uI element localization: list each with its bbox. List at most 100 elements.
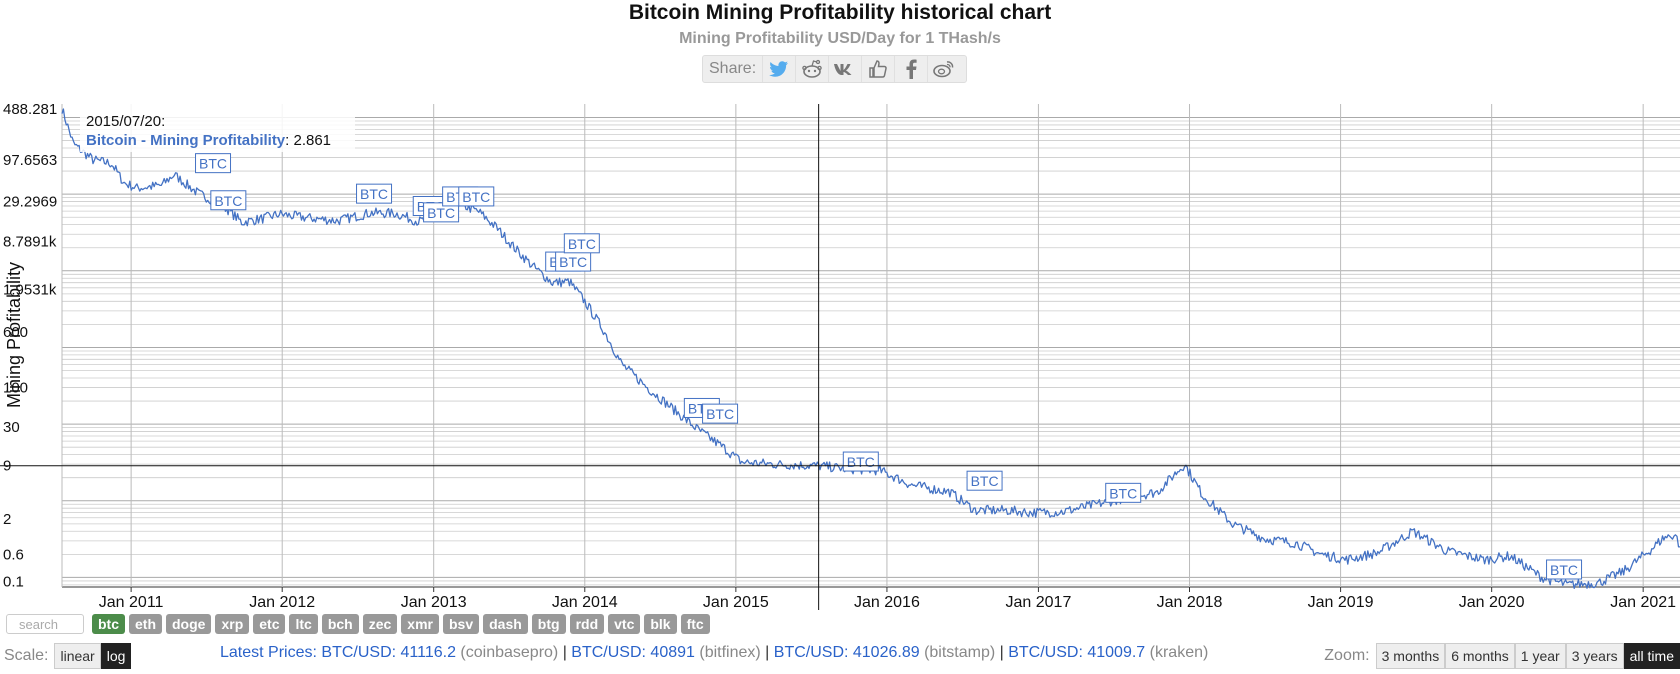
annotation-label: BTC [360, 186, 388, 202]
annotation-flag [210, 190, 247, 211]
coin-doge-button[interactable]: doge [166, 614, 212, 634]
zoom-6-months-button[interactable]: 6 months [1445, 643, 1515, 669]
price-separator: | [760, 644, 774, 661]
annotation-flag [195, 153, 232, 174]
chart-title: Bitcoin Mining Profitability historical … [628, 1, 1052, 24]
coin-ltc-button[interactable]: ltc [289, 614, 318, 634]
annotations: BTCBTCBTCBTCBTCBTCBTCBTCBTCBTCBTCBTCBTCB… [195, 153, 1583, 580]
scale-linear-button[interactable]: linear [54, 643, 101, 669]
annotation-flag [356, 183, 393, 204]
zoom-label: Zoom: [1324, 647, 1370, 664]
coin-zec-button[interactable]: zec [362, 614, 398, 634]
coin-btg-button[interactable]: btg [531, 614, 566, 634]
like-icon[interactable] [861, 56, 894, 82]
weibo-icon[interactable] [927, 56, 960, 82]
coin-eth-button[interactable]: eth [129, 614, 162, 634]
x-tick-label: Jan 2021 [1610, 594, 1676, 611]
reddit-icon[interactable] [795, 56, 828, 82]
y-tick-label: 0.1 [3, 574, 24, 591]
annotation-flag [458, 186, 495, 207]
coin-xrp-button[interactable]: xrp [215, 614, 250, 634]
annotation-flag [702, 403, 739, 424]
series-line [61, 108, 1680, 590]
prices-label: Latest Prices: [220, 644, 317, 661]
y-tick-label: 30 [3, 419, 20, 436]
price-separator: | [995, 644, 1009, 661]
y-axis-label: Mining Profitability [4, 262, 24, 408]
chart-area[interactable]: 488.281 97.6563 29.2969 8.7891k 1.9531k 600 10… [0, 96, 1680, 611]
vk-icon[interactable] [828, 56, 861, 82]
price-item[interactable]: BTC/USD: 41026.89 (bitstamp) [773, 644, 996, 661]
price-item[interactable]: BTC/USD: 41116.2 (coinbasepro) [321, 644, 559, 661]
annotation-flag [842, 451, 879, 472]
chart-subtitle: Mining Profitability USD/Day for 1 THash… [679, 30, 1001, 47]
x-tick-label: Jan 2017 [1006, 594, 1072, 611]
price-separator: | [558, 644, 572, 661]
annotation-flag [966, 470, 1003, 491]
latest-prices: Latest Prices: BTC/USD: 41116.2 (coinbas… [220, 644, 1208, 662]
crosshair [0, 104, 1680, 610]
annotation-label: BTC [559, 254, 587, 270]
coin-selector: btc eth doge xrp etc ltc bch zec xmr bsv dash btg rd… [92, 614, 710, 634]
share-bar: Share: [702, 55, 968, 83]
price-exchange: (kraken) [1149, 644, 1209, 661]
x-tick-label: Jan 2016 [854, 594, 920, 611]
coin-blk-button[interactable]: blk [644, 614, 677, 634]
x-tick-label: Jan 2011 [99, 594, 164, 611]
annotation-label: BTC [1550, 562, 1578, 578]
annotation-label: BTC [847, 454, 875, 470]
price-exchange: (coinbasepro) [460, 644, 559, 661]
coin-vtc-button[interactable]: vtc [608, 614, 641, 634]
annotation-label: BTC [706, 406, 734, 422]
tooltip-series: Bitcoin - Mining Profitability [86, 132, 286, 149]
scale-log-button[interactable]: log [100, 643, 132, 669]
annotation-label: BTC [214, 193, 242, 209]
annotation-label: BTC [1109, 485, 1137, 501]
x-tick-label: Jan 2020 [1459, 594, 1525, 611]
price-exchange: (bitfinex) [699, 644, 761, 661]
coin-rdd-button[interactable]: rdd [569, 614, 605, 634]
coin-etc-button[interactable]: etc [253, 614, 286, 634]
x-tick-label: Jan 2019 [1308, 594, 1374, 611]
annotation-flag [563, 233, 600, 254]
coin-bch-button[interactable]: bch [321, 614, 359, 634]
y-tick-label: 2 [3, 511, 11, 528]
tooltip-date: 2015/07/20: [86, 113, 165, 130]
scale-label: Scale: [4, 647, 49, 664]
y-tick-label: 100 [3, 380, 28, 397]
zoom-1-year-button[interactable]: 1 year [1514, 643, 1566, 669]
x-tick-label: Jan 2012 [249, 594, 315, 611]
zoom-all-time-button[interactable]: all time [1623, 643, 1680, 669]
price-item[interactable]: BTC/USD: 40891 (bitfinex) [571, 644, 761, 661]
y-tick-label: 0.6 [3, 546, 24, 563]
svg-text:Bitcoin - Mining Profitability: Bitcoin - Mining Profitability: 2.861 [86, 132, 331, 149]
y-tick-label: 1.9531k [3, 282, 57, 299]
coin-btc-button[interactable]: btc [92, 614, 125, 634]
price-item[interactable]: BTC/USD: 41009.7 (kraken) [1008, 644, 1209, 661]
y-tick-label: 8.7891k [3, 234, 57, 251]
annotation-flag [1546, 559, 1583, 580]
y-tick-label: 29.2969 [3, 194, 57, 211]
annotation-label: BTC [462, 189, 490, 205]
x-tick-label: Jan 2014 [552, 594, 618, 611]
annotation-flag [423, 202, 460, 223]
coin-xmr-button[interactable]: xmr [401, 614, 439, 634]
y-tick-label: 97.6563 [3, 152, 57, 169]
x-tick-label: Jan 2015 [703, 594, 769, 611]
coin-ftc-button[interactable]: ftc [680, 614, 710, 634]
tooltip: 2015/07/20: Bitcoin - Mining Profitabili… [80, 104, 355, 152]
coin-bsv-button[interactable]: bsv [442, 614, 480, 634]
search-input[interactable]: search [6, 614, 84, 634]
zoom-control: Zoom: 3 months 6 months 1 year 3 years all t… [1324, 643, 1680, 669]
x-tick-label: Jan 2018 [1157, 594, 1223, 611]
scale-control: Scale: linear log [4, 643, 132, 669]
y-tick-label: 600 [3, 324, 28, 341]
tooltip-value: : 2.861 [285, 132, 331, 149]
zoom-3-years-button[interactable]: 3 years [1565, 643, 1624, 669]
zoom-3-months-button[interactable]: 3 months [1375, 643, 1446, 669]
coin-dash-button[interactable]: dash [483, 614, 528, 634]
annotation-label: BTC [427, 205, 455, 221]
price-exchange: (bitstamp) [924, 644, 996, 661]
twitter-icon[interactable] [762, 56, 795, 82]
facebook-icon[interactable] [894, 56, 927, 82]
